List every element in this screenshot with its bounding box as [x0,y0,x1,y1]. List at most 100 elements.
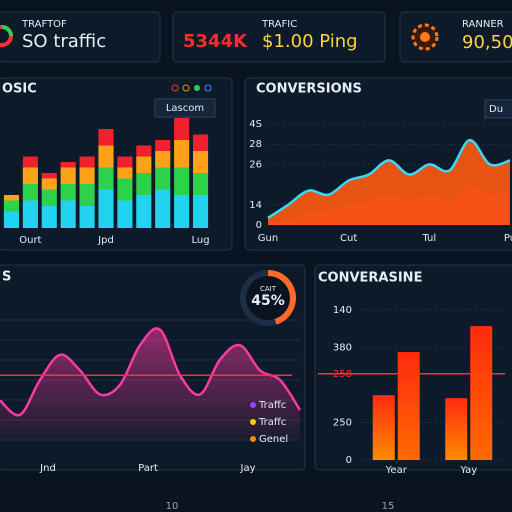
bar-segment [22,167,38,184]
x-tick-label: Pu [504,233,512,244]
chart-title: OSIC [2,82,37,97]
bar-segment [60,162,76,168]
legend-entry: Du [489,104,503,115]
y-tick-label: 0 [346,455,352,466]
y-tick-label: 140 [333,305,352,316]
bar-segment [155,189,171,228]
kpi-big: 5344K [183,31,248,52]
bar-segment [174,140,190,168]
legend-box [484,99,512,119]
x-tick-label: Jpd [97,235,114,246]
legend-entry: Traffc [258,400,286,411]
bar-segment [192,173,209,195]
x-tick-label: Cut [340,233,357,244]
bar-segment [60,200,76,228]
bar-segment [22,184,38,201]
bar-segment [60,184,76,201]
bar-segment [98,167,114,190]
x-tick-label: Yay [459,465,477,476]
x-tick-label: Ourt [19,235,41,246]
line [267,138,511,219]
bar-segment [192,195,209,228]
legend-entry: Genel [259,434,288,445]
bar-segment [174,167,190,195]
kpi-icon [1,25,13,37]
bar [445,398,468,460]
kpi-card [0,11,161,63]
chart-title: S [2,270,11,285]
bar-segment [3,200,20,212]
x-tick-label: Jay [240,463,256,474]
bar-segment [155,151,171,168]
bar-segment [98,189,114,228]
legend-entry: Lascom [166,103,204,114]
y-tick-label: 26 [249,159,262,170]
bar [397,352,420,460]
y-tick-label: 250 [333,418,352,429]
legend-swatch [250,402,256,408]
x-tick-label: Year [385,465,408,476]
bar-segment [79,206,95,228]
bar-segment [136,156,152,173]
bar-segment [3,211,20,228]
bar-segment [136,145,152,157]
y-tick-label: 380 [333,343,352,354]
bar-segment [79,184,95,206]
bar-segment [98,145,114,168]
x-tick-label: Gun [258,233,278,244]
area [0,328,300,440]
panel-dot [204,84,212,92]
legend-entry: Traffc [258,417,286,428]
bar-segment [41,178,57,190]
panel-dot [194,85,200,91]
bar-segment [174,118,190,140]
legend-swatch [250,436,256,442]
bar-segment [41,189,57,206]
bar-segment [155,167,171,190]
bar-segment [41,173,57,179]
y-tick-label: 14 [249,200,262,211]
kpi-label: TRAFTOF [21,19,67,30]
threshold-label: 258 [333,369,352,380]
kpi-value: $1.00 Ping [262,31,358,52]
kpi-value: SO traffic [22,31,106,52]
bar [372,395,395,460]
bar-segment [155,140,171,151]
x-tick-label: Jnd [39,463,56,474]
bar-segment [136,173,152,195]
kpi-icon [420,32,430,42]
bar [470,326,493,460]
donut-value: 45% [251,293,285,309]
x-tick-label: Part [138,463,158,474]
chart-title: CONVERSIONS [256,82,362,97]
bar-segment [117,156,133,168]
kpi-card [172,11,386,63]
bar-segment [117,167,133,179]
footer-label: 10 [166,501,179,512]
bar-segment [192,134,209,151]
donut-arc [240,270,296,326]
y-tick-label: 28 [249,139,262,150]
kpi-label: RANNER [462,19,504,30]
bar-segment [3,195,20,201]
line [0,327,302,417]
legend-box [154,98,216,118]
bar-segment [22,200,38,228]
kpi-label: TRAFIC [261,19,297,30]
x-tick-label: Lug [191,235,209,246]
kpi-value: 90,50 [462,32,512,53]
panel-dot [171,84,179,92]
bar-segment [117,200,133,228]
bar-segment [98,129,114,146]
bar-segment [22,156,38,168]
y-tick-label: 0 [256,220,262,231]
bar-segment [79,167,95,184]
y-tick-label: 4S [249,119,262,130]
bar-segment [60,167,76,184]
chart-title: CONVERASINE [318,271,422,286]
legend-swatch [250,419,256,425]
x-tick-label: Tul [421,233,436,244]
bar-segment [192,151,209,173]
